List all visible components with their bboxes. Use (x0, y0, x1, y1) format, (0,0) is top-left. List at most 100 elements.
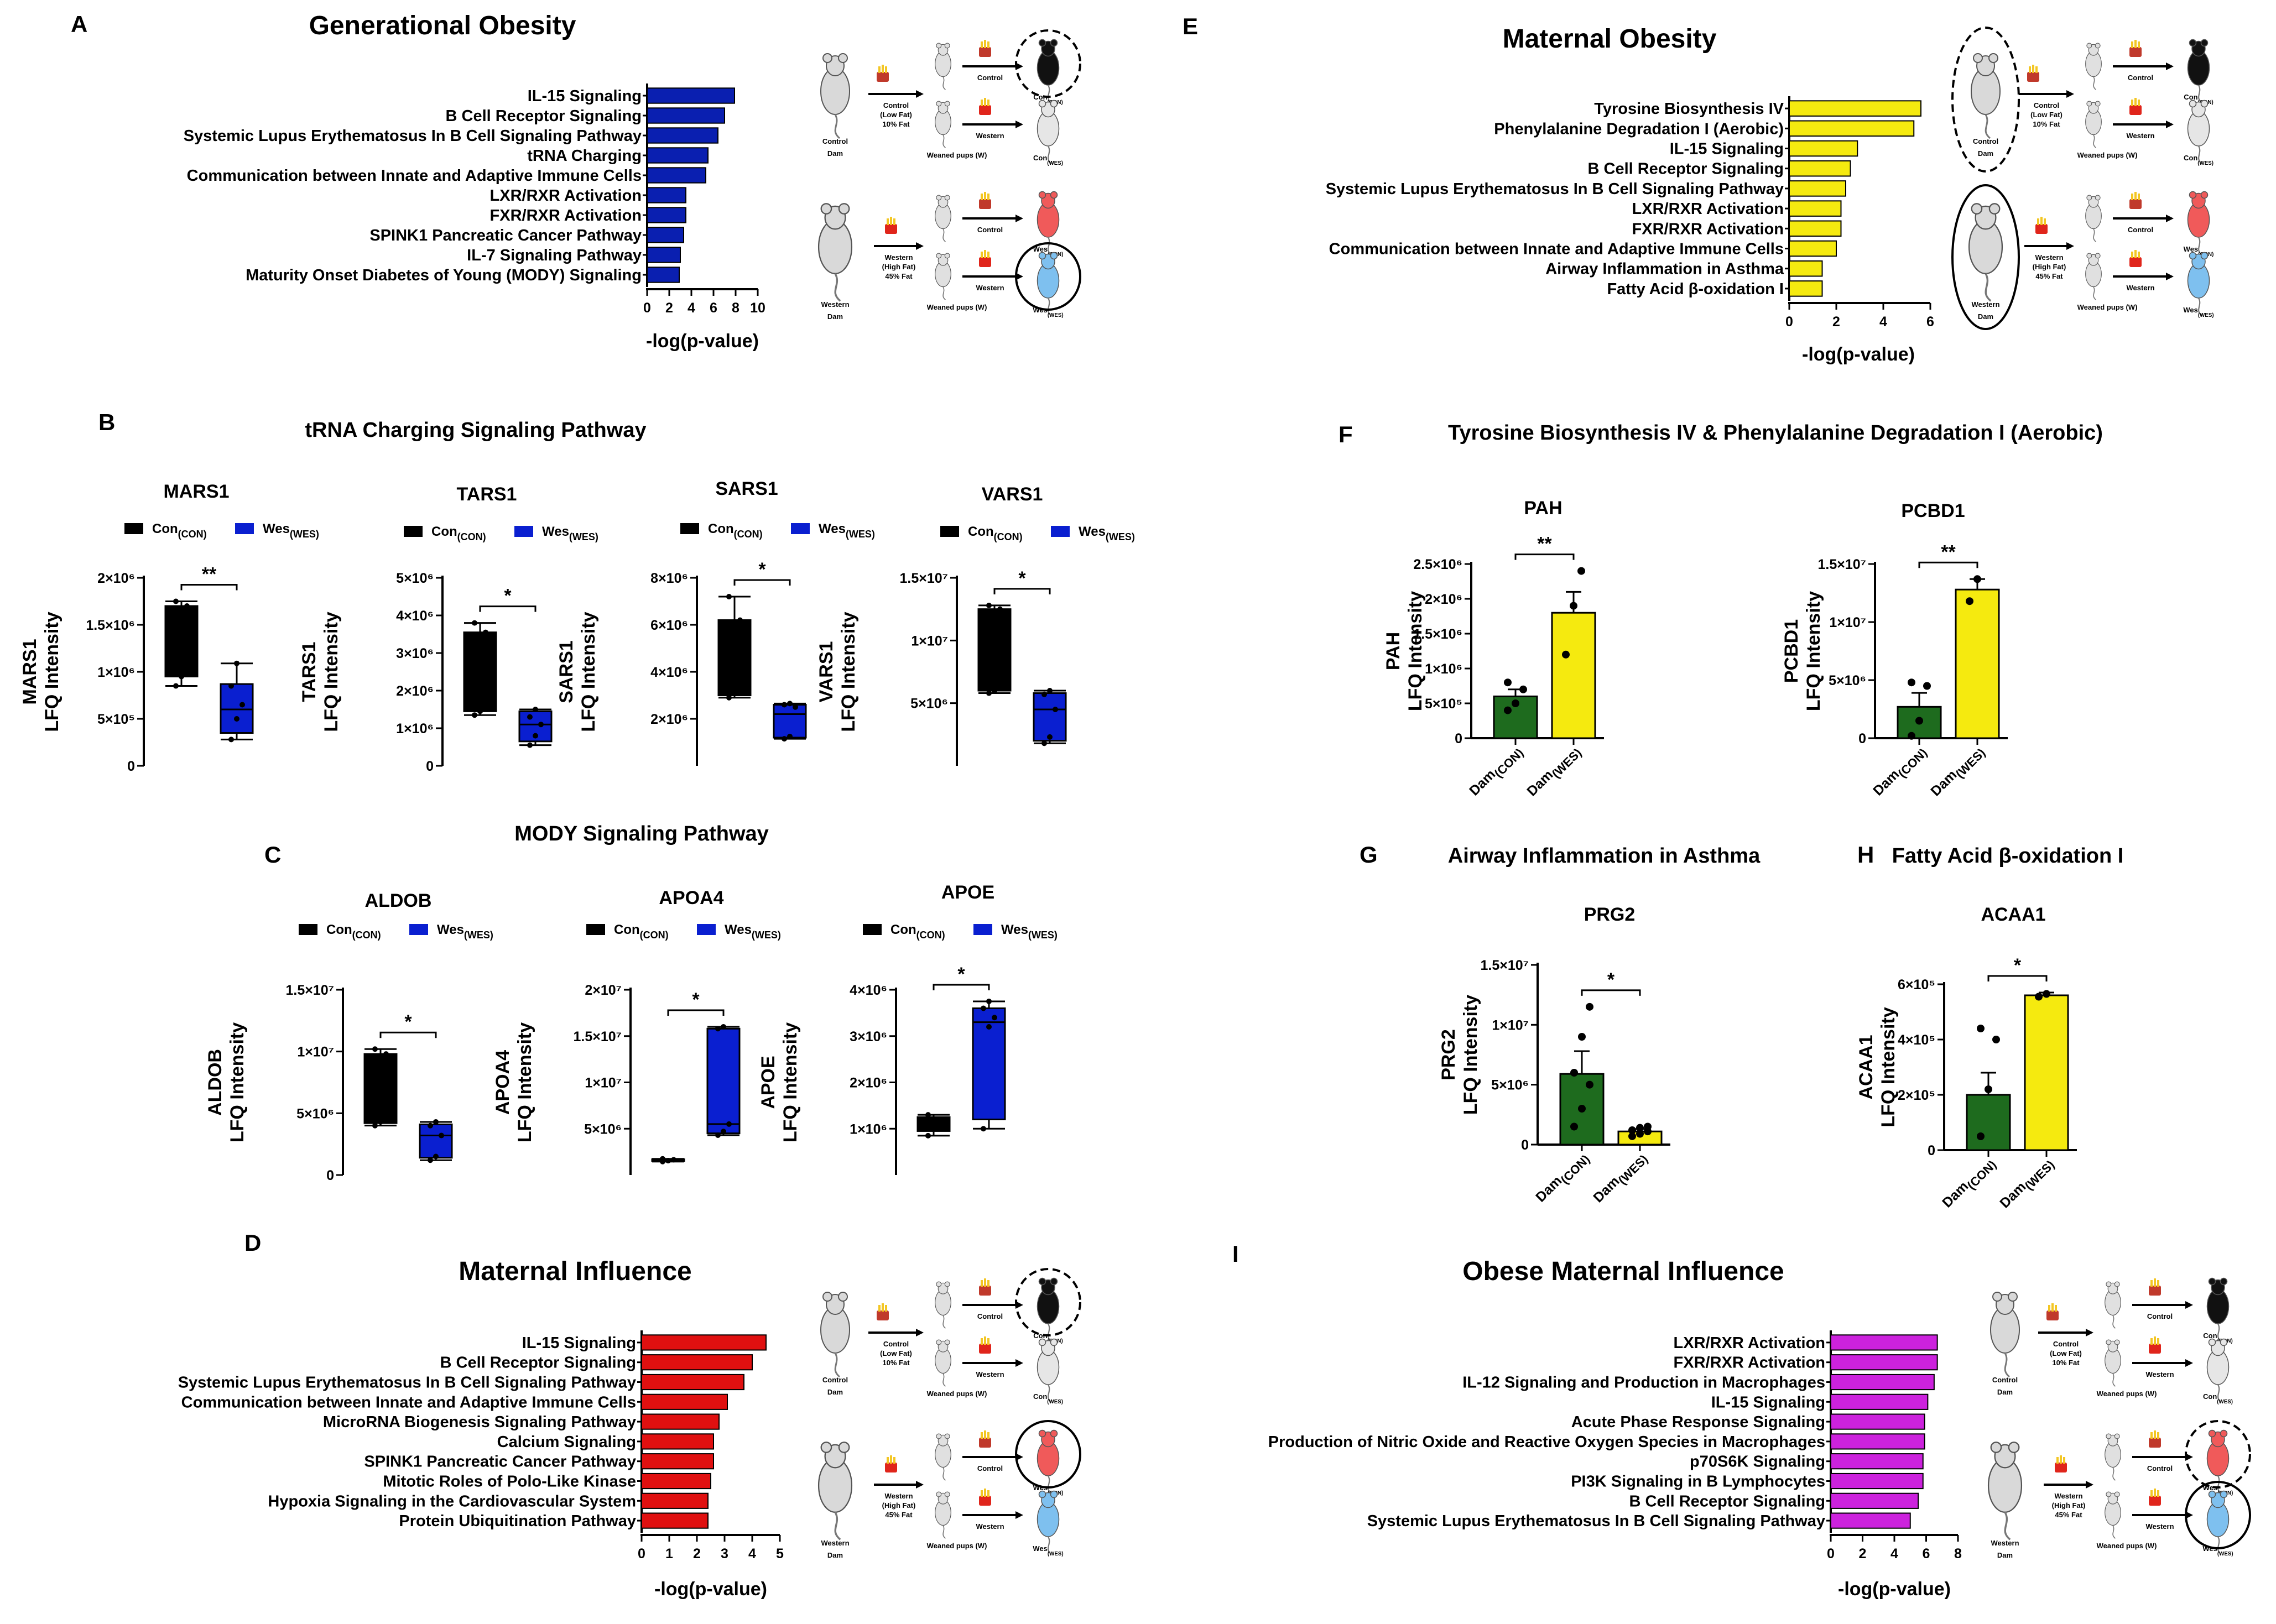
y-axis-label-ALDOB: ALDOB (205, 1049, 226, 1116)
y-tick-label-TARS1-2: 2×10⁶ (396, 683, 434, 699)
western-food-icon-A-fry (893, 218, 895, 225)
category-label-A-4: Communication between Innate and Adaptiv… (187, 167, 642, 185)
bar-D-8 (641, 1492, 709, 1509)
control-food-icon-D-fry (878, 1305, 881, 1312)
bar-A-7 (647, 227, 684, 243)
western-food-pup-E-fry (2138, 100, 2140, 106)
y-tick-label-MARS1-4: 2×10⁶ (97, 571, 135, 586)
highlight-circle-D-0 (1015, 1268, 1081, 1336)
y-tick-label-MARS1-2: 1×10⁶ (97, 665, 135, 680)
weaned-label-D: Weaned pups (W) (927, 1390, 987, 1398)
category-label-D-4: MicroRNA Biogenesis Signaling Pathway (323, 1413, 636, 1431)
pup-con-con-E-tail (2197, 85, 2202, 104)
point-MARS1-1-0 (228, 737, 234, 743)
control-pup-top-D-ear (936, 1281, 942, 1287)
box-SARS1-1 (773, 704, 807, 739)
western-diet-text3-D: 45% Fat (885, 1511, 913, 1519)
western-pup-top-D-ear (944, 1433, 950, 1439)
section-title-B: tRNA Charging Signaling Pathway (305, 419, 646, 442)
point-VARS1-1-4 (1047, 688, 1053, 693)
legend-label-con-APOA4: Con(CON) (614, 922, 669, 941)
pup-wes-wes-I-ear (2208, 1490, 2216, 1498)
bar-D-3 (641, 1393, 728, 1410)
pup-arrow-1-I-head (2185, 1301, 2193, 1309)
x-tick-label-E: 4 (1879, 314, 1887, 330)
control-pup-top-A-ear (936, 43, 942, 49)
bar-E-8 (1789, 260, 1823, 277)
sig-bracket-APOE (933, 984, 990, 990)
pup-diet-label-3-D: Control (977, 1464, 1003, 1472)
y-tick-label-VARS1-0: 5×10⁶ (910, 696, 948, 712)
point-PAH-1-0 (1562, 650, 1570, 659)
y-tick-label-TARS1-1: 1×10⁶ (396, 721, 434, 737)
control-diet-text3-I: 10% Fat (2052, 1359, 2080, 1367)
pup-wes-wes-A-ear (1038, 252, 1046, 260)
point-PRG2-1-5 (1644, 1122, 1652, 1131)
bar-I-5 (1830, 1433, 1925, 1450)
category-label-I-6: p70S6K Signaling (1690, 1453, 1825, 1471)
control-pup-top-A-tail (942, 76, 946, 90)
point-APOA4-1-0 (715, 1132, 721, 1138)
point-VARS1-0-3 (986, 602, 992, 608)
x-tick-label-D: 3 (721, 1546, 728, 1562)
pup-arrow-2-D-head (1015, 1359, 1023, 1367)
bar-A-5 (647, 187, 686, 203)
point-APOE-1-2 (992, 1015, 997, 1021)
western-pup-top-D-ear (936, 1433, 942, 1439)
point-PRG2-1-0 (1628, 1132, 1636, 1140)
y-tick-label-ACAA1-0: 0 (1928, 1143, 1935, 1158)
point-PCBD1-1-0 (1966, 597, 1973, 605)
bar-A-2 (647, 127, 718, 144)
pup-label-wes-wes-E: Wes(WES) (2183, 306, 2213, 318)
x-tick-label-I: 0 (1827, 1546, 1835, 1562)
bar-D-4 (641, 1413, 720, 1430)
control-dam-label2-D: Dam (827, 1388, 843, 1396)
point-ACAA1-0-3 (1977, 1025, 1985, 1032)
western-dam-mouse-I-ear (1990, 1442, 2002, 1453)
point-PRG2-0-1 (1578, 1105, 1586, 1113)
western-pup-bottom-E-tail (2093, 286, 2096, 300)
y-axis-label2-APOA4: LFQ Intensity (514, 1022, 535, 1142)
category-label-A-1: B Cell Receptor Signaling (446, 107, 642, 125)
control-pup-top-E-ear (2095, 43, 2101, 49)
x-tick-label-A: 4 (688, 300, 695, 316)
control-diet-text2-E: (Low Fat) (2030, 111, 2063, 119)
pup-wes-wes-E (2187, 252, 2210, 317)
western-food-pup2-I-fry (2154, 1489, 2156, 1497)
western-diet-text-A: Western (884, 253, 913, 262)
western-food-pup-D-fry (987, 1338, 989, 1345)
weaned-label-2-E: Weaned pups (W) (2077, 303, 2138, 311)
control-food-pup-A (979, 47, 991, 57)
control-food-icon-I-fry (2055, 1305, 2057, 1312)
pup-wes-wes-I-tail (2217, 1536, 2222, 1555)
sig-bracket-APOA4 (667, 1009, 725, 1016)
highlight-circle-I-1 (2185, 1481, 2251, 1549)
western-food-pup-I-fry (2157, 1338, 2159, 1345)
bar-E-3 (1789, 160, 1851, 177)
point-ACAA1-0-0 (1977, 1132, 1985, 1140)
pup-wes-wes-E-tail (2197, 297, 2202, 317)
pup-con-wes-I-ear (2220, 1338, 2228, 1346)
control-dam-mouse-E-ear (1988, 53, 1998, 63)
pup-wes-wes-E-ear (2200, 252, 2209, 260)
control-food-pup-E-fry (2131, 41, 2133, 48)
sig-bracket-ALDOB (379, 1031, 437, 1038)
y-tick-label-PCBD1-2: 1×10⁷ (1829, 615, 1866, 630)
y-axis-label2-MARS1: LFQ Intensity (41, 612, 63, 732)
point-PAH-0-1 (1512, 699, 1519, 707)
pup-wes-wes-I-ear (2220, 1490, 2228, 1498)
control-food-pup2-I-fry (2157, 1432, 2159, 1439)
sig-label-ALDOB: * (404, 1011, 412, 1032)
y-axis-label2-ACAA1: LFQ Intensity (1878, 1007, 1899, 1127)
y-tick-label-PRG2-1: 5×10⁶ (1491, 1078, 1529, 1093)
control-food-pup2-I-fry (2150, 1432, 2153, 1439)
pup-diet-label-4-D: Western (976, 1522, 1004, 1531)
point-APOA4-0-3 (660, 1156, 665, 1162)
point-ALDOB-0-3 (372, 1046, 378, 1052)
highlight-circle-E-1 (1951, 184, 2020, 330)
point-SARS1-1-1 (787, 733, 793, 739)
y-tick-label-APOE-2: 3×10⁶ (850, 1029, 887, 1045)
control-food-pup-E-fry (2138, 41, 2140, 48)
bar-A-4 (647, 167, 706, 184)
control-food-pup2-E-fry (2131, 194, 2133, 200)
